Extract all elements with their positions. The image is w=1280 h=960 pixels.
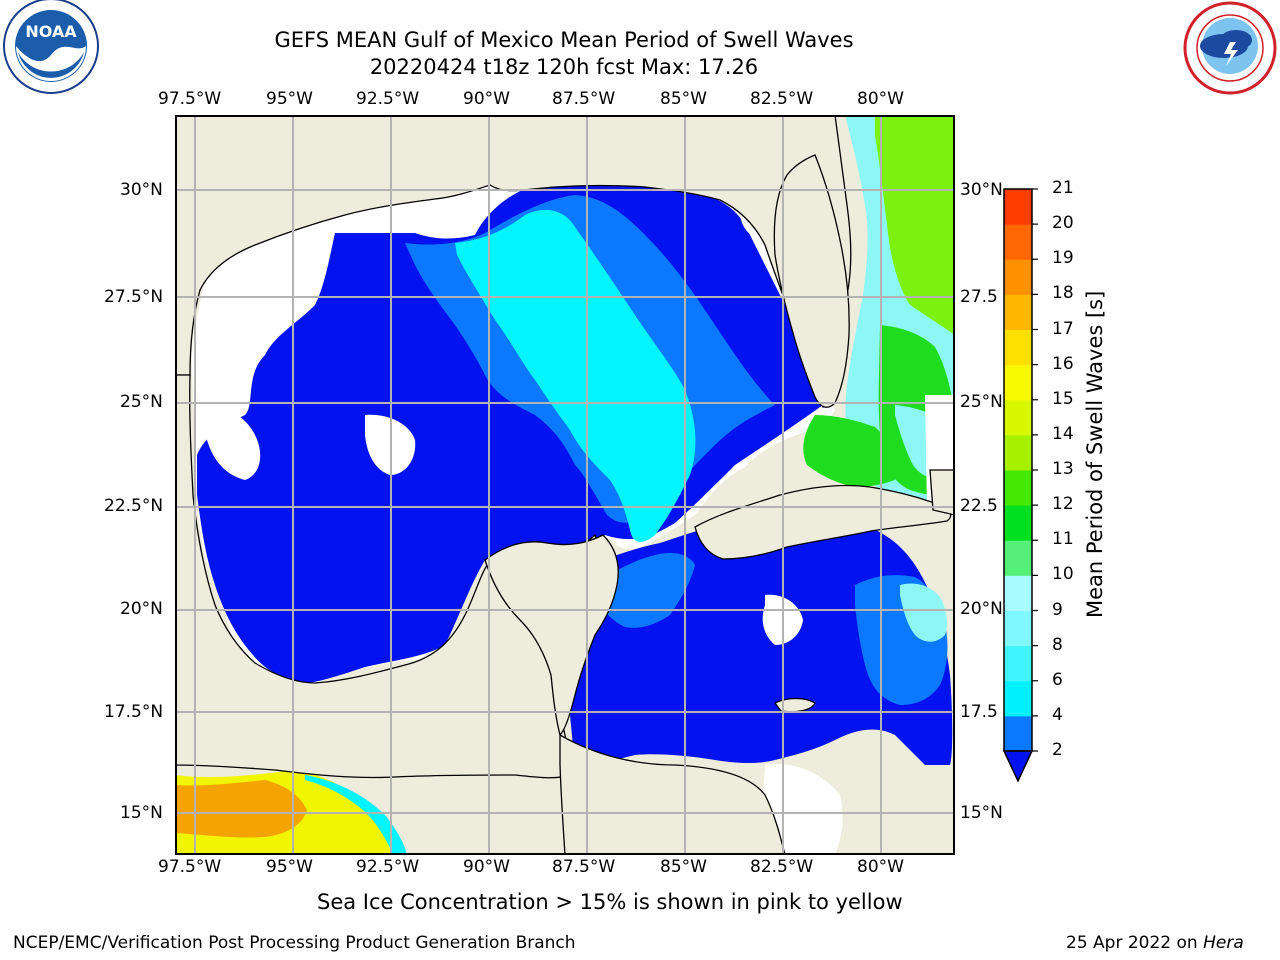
footer-date: 25 Apr 2022 on Hera <box>1066 933 1244 953</box>
map-frame <box>175 115 955 855</box>
lon-label-top-1: 97.5°W <box>158 89 222 109</box>
lat-label-right-3: 25°N <box>960 392 1003 412</box>
caribbean-cyan-patch <box>900 583 948 642</box>
nws-logo <box>1178 0 1280 100</box>
lat-label-right-7: 15°N <box>960 803 1003 823</box>
colorbar <box>1000 185 1040 785</box>
chart-subtitle: 20220424 t18z 120h fcst Max: 17.26 <box>369 55 759 79</box>
florida-straits-green <box>803 415 905 487</box>
colorbar-tick-label: 19 <box>1052 248 1074 269</box>
lat-label-right-4: 22.5 <box>960 496 998 516</box>
lon-label-bottom-8: 80°W <box>857 857 904 877</box>
colorbar-band <box>1004 329 1032 366</box>
colorbar-band <box>1004 294 1032 330</box>
lon-label-bottom-3: 92.5°W <box>356 857 420 877</box>
lon-label-top-8: 80°W <box>857 89 904 109</box>
lat-label-right-5: 20°N <box>960 599 1003 619</box>
colorbar-band <box>1004 470 1032 506</box>
noaa-logo: NOAA <box>0 0 104 100</box>
lon-label-top-7: 82.5°W <box>750 89 814 109</box>
colorbar-band <box>1004 224 1032 260</box>
florida-land <box>773 154 850 408</box>
colorbar-band <box>1004 575 1032 611</box>
map-panel <box>175 115 955 855</box>
colorbar-tick-label: 14 <box>1052 423 1074 444</box>
chart-title: GEFS MEAN Gulf of Mexico Mean Period of … <box>274 28 854 52</box>
caribbean-orange-field <box>175 780 307 838</box>
lat-label-left-4: 22.5°N <box>104 496 164 516</box>
gulf-cyan-core <box>455 209 696 542</box>
sea-ice-note: Sea Ice Concentration > 15% is shown in … <box>317 890 903 914</box>
lon-label-bottom-2: 95°W <box>266 857 313 877</box>
colorbar-tick-label: 6 <box>1052 669 1063 690</box>
footer-host: Hera <box>1203 933 1244 953</box>
lon-label-bottom-6: 85°W <box>660 857 707 877</box>
colorbar-tick-label: 18 <box>1052 283 1074 304</box>
colorbar-band <box>1004 610 1032 647</box>
colorbar-label: Mean Period of Swell Waves [s] <box>1083 290 1107 618</box>
caribbean-cyan-edge <box>305 775 407 855</box>
yucatan-land <box>484 534 619 737</box>
lon-label-top-3: 92.5°W <box>356 89 420 109</box>
colorbar-tick-label: 16 <box>1052 353 1074 374</box>
atlantic-lime-field <box>875 115 955 335</box>
lat-label-left-5: 20°N <box>120 599 163 619</box>
colorbar-band <box>1004 189 1032 225</box>
lon-label-bottom-7: 82.5°W <box>750 857 814 877</box>
colorbar-tick-label: 12 <box>1052 494 1074 515</box>
colorbar-tick-label: 20 <box>1052 213 1074 234</box>
colorbar-band <box>1004 399 1032 436</box>
cuba-land <box>694 484 952 560</box>
colorbar-band <box>1004 259 1032 295</box>
colorbar-band <box>1004 434 1032 471</box>
lat-label-right-1: 30°N <box>960 180 1003 200</box>
lon-label-bottom-1: 97.5°W <box>158 857 222 877</box>
colorbar-tick-label: 2 <box>1052 740 1063 760</box>
lon-label-top-6: 85°W <box>660 89 707 109</box>
bahamas-land <box>929 469 955 516</box>
noaa-logo-text: NOAA <box>25 22 77 41</box>
colorbar-tick-label: 17 <box>1052 318 1074 339</box>
colorbar-tick-label: 4 <box>1052 704 1063 725</box>
lat-label-left-7: 15°N <box>120 803 163 823</box>
lat-label-right-6: 17.5 <box>960 702 998 722</box>
lon-label-top-5: 87.5°W <box>552 89 616 109</box>
lat-label-right-2: 27.5 <box>960 287 998 307</box>
lat-label-left-1: 30°N <box>120 180 163 200</box>
lat-label-left-6: 17.5°N <box>104 702 164 722</box>
colorbar-tick-label: 13 <box>1052 459 1074 479</box>
lon-label-top-4: 90°W <box>463 89 510 109</box>
colorbar-tick-label: 15 <box>1052 388 1074 409</box>
colorbar-band <box>1004 364 1032 401</box>
colorbar-tick-label: 9 <box>1052 599 1063 620</box>
lon-label-top-2: 95°W <box>266 89 313 109</box>
lat-label-left-3: 25°N <box>120 392 163 412</box>
central-america-land <box>559 733 786 855</box>
footer-date-text: 25 Apr 2022 on <box>1066 933 1204 953</box>
colorbar-tick-label: 8 <box>1052 634 1063 655</box>
lat-label-left-2: 27.5°N <box>104 287 164 307</box>
colorbar-extend-triangle <box>1002 750 1034 783</box>
colorbar-tick-label: 10 <box>1052 564 1074 585</box>
lon-label-bottom-4: 90°W <box>463 857 510 877</box>
colorbar-tick-label: 21 <box>1052 178 1074 198</box>
lon-label-bottom-5: 87.5°W <box>552 857 616 877</box>
colorbar-band <box>1004 505 1032 541</box>
footer-credit: NCEP/EMC/Verification Post Processing Pr… <box>13 933 576 953</box>
colorbar-band <box>1004 540 1032 576</box>
graticule <box>175 115 955 855</box>
colorbar-band <box>1004 645 1032 682</box>
colorbar-tick-label: 11 <box>1052 529 1074 550</box>
colorbar-band <box>1004 715 1032 752</box>
white-patch-1 <box>205 408 261 480</box>
colorbar-band <box>1004 680 1032 717</box>
